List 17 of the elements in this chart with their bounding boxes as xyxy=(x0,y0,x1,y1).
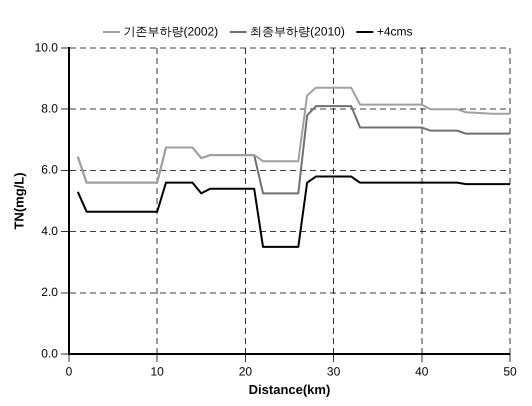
legend-label: +4cms xyxy=(376,24,413,38)
x-tick-label: 40 xyxy=(415,364,429,379)
x-axis-title: Distance(km) xyxy=(248,382,330,397)
y-tick-label: 4.0 xyxy=(41,224,58,238)
legend-label: 기존부하량(2002) xyxy=(123,24,218,38)
x-tick-label: 30 xyxy=(326,364,341,379)
x-tick-label: 50 xyxy=(503,364,517,379)
y-tick-label: 2.0 xyxy=(41,285,58,300)
y-tick-label: 8.0 xyxy=(41,102,58,116)
y-axis-title: TN(mg/L) xyxy=(11,172,26,230)
x-tick-label: 10 xyxy=(150,364,164,379)
x-tick-label: 0 xyxy=(66,364,73,379)
y-tick-label: 6.0 xyxy=(41,162,58,177)
y-tick-label: 10.0 xyxy=(34,40,58,54)
legend-label: 최종부하량(2010) xyxy=(250,24,345,38)
y-tick-label: 0.0 xyxy=(41,346,58,360)
x-tick-label: 20 xyxy=(238,364,252,379)
